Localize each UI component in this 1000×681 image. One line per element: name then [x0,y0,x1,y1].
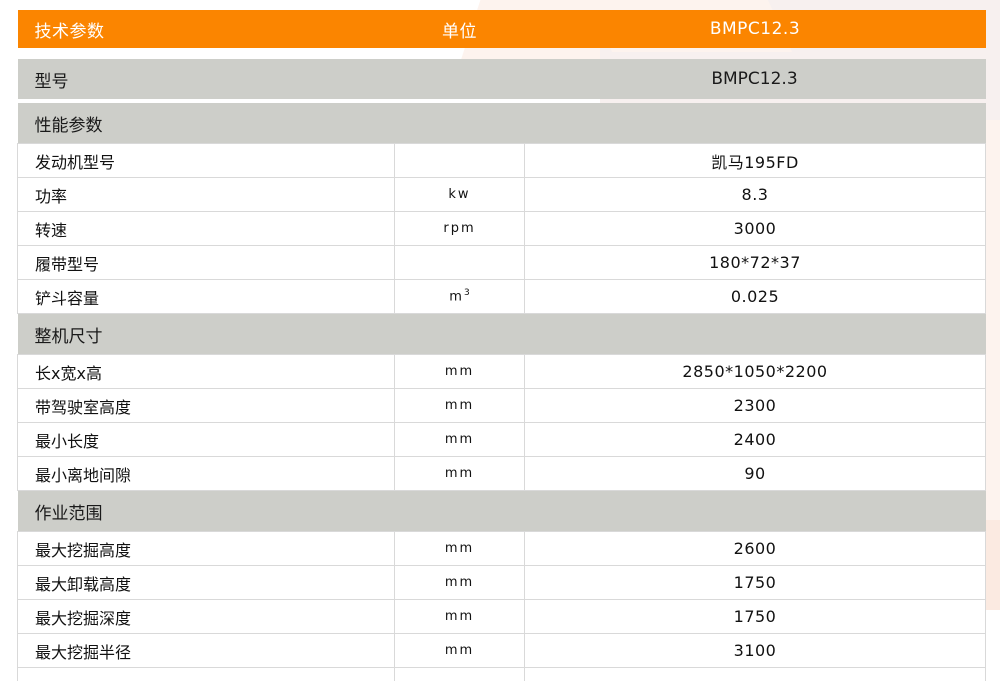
row-unit-value: mm [395,389,525,423]
partial-cell-parameter [18,668,395,681]
row-unit-value: mm [395,532,525,566]
row-unit-value: mm [395,423,525,457]
row-unit-value: mm [395,634,525,668]
row-spec-value: 2300 [525,389,986,423]
row-parameter-label: 最大挖掘高度 [18,532,395,566]
row-parameter-label: 转速 [18,212,395,246]
row-parameter-label: 最小离地间隙 [18,457,395,491]
row-unit-value: rpm [395,212,525,246]
section-title: 整机尺寸 [18,314,986,355]
section-header-row: 性能参数 [18,103,986,144]
model-row-unit [395,59,525,99]
table-row: 发动机型号 凯马195FD [18,144,986,178]
row-spec-value: 3000 [525,212,986,246]
row-unit-value [395,144,525,178]
row-unit-value: mm [395,600,525,634]
row-parameter-label: 长x宽x高 [18,355,395,389]
unit-exponent: 3 [464,288,470,298]
model-row-value: BMPC12.3 [525,59,986,99]
row-parameter-label: 最大挖掘半径 [18,634,395,668]
partial-cell-unit [395,668,525,681]
header-cell-value: BMPC12.3 [525,10,986,48]
row-unit-value: m3 [395,280,525,314]
row-spec-value: 1750 [525,600,986,634]
section-header-row: 整机尺寸 [18,314,986,355]
row-unit-value: kw [395,178,525,212]
row-spec-value: 90 [525,457,986,491]
table-row: 履带型号 180*72*37 [18,246,986,280]
row-parameter-label: 功率 [18,178,395,212]
row-spec-value: 2600 [525,532,986,566]
partial-row-clipped [18,668,986,681]
header-cell-unit: 单位 [395,10,525,48]
row-parameter-label: 发动机型号 [18,144,395,178]
row-parameter-label: 最大卸载高度 [18,566,395,600]
section-title: 性能参数 [18,103,986,144]
row-spec-value: 8.3 [525,178,986,212]
row-spec-value: 凯马195FD [525,144,986,178]
section-title: 作业范围 [18,491,986,532]
row-unit-value: mm [395,566,525,600]
row-parameter-label: 铲斗容量 [18,280,395,314]
row-parameter-label: 履带型号 [18,246,395,280]
row-unit-value: mm [395,457,525,491]
row-unit-value: mm [395,355,525,389]
spacer-cell [18,48,986,59]
row-spec-value: 0.025 [525,280,986,314]
header-cell-parameter: 技术参数 [18,10,395,48]
partial-cell-value [525,668,986,681]
row-spec-value: 180*72*37 [525,246,986,280]
row-parameter-label: 最小长度 [18,423,395,457]
row-spec-value: 3100 [525,634,986,668]
section-header-row: 作业范围 [18,491,986,532]
model-row-label: 型号 [18,59,395,99]
row-unit-value [395,246,525,280]
row-parameter-label: 带驾驶室高度 [18,389,395,423]
row-spec-value: 1750 [525,566,986,600]
row-spacer [18,48,986,59]
model-row: 型号 BMPC12.3 [18,59,986,99]
row-parameter-label: 最大挖掘深度 [18,600,395,634]
row-spec-value: 2400 [525,423,986,457]
row-spec-value: 2850*1050*2200 [525,355,986,389]
